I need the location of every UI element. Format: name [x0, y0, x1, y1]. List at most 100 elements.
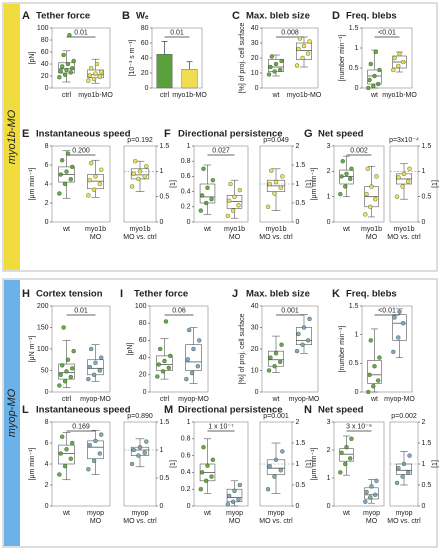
y-tick-label: 10 [251, 367, 259, 374]
x-tick-label: myo1b-MO [287, 92, 322, 99]
data-point [367, 372, 372, 377]
data-point [210, 177, 216, 183]
data-point [363, 212, 368, 217]
y-tick-label: 0 [327, 219, 331, 226]
y-tick-label: 1 [160, 447, 164, 454]
data-point [269, 54, 275, 59]
panel-letter: M [164, 404, 173, 416]
y-tick-label: 1 [422, 461, 426, 468]
data-point [160, 369, 166, 374]
x-tick-label: myop MO [226, 510, 243, 525]
y-tick-label: 1 [355, 332, 359, 339]
data-point [58, 451, 63, 456]
data-point [367, 77, 372, 83]
data-point [137, 445, 143, 450]
y-tick-label: 20 [251, 55, 259, 62]
data-point [129, 461, 135, 467]
panel-letter: E [22, 128, 29, 140]
data-point [203, 478, 209, 483]
y-tick-label: 0 [255, 389, 259, 396]
data-point [391, 349, 396, 355]
y-axis-label: [1] [306, 460, 313, 468]
panel-title: Tether force [36, 11, 90, 22]
data-point [301, 43, 307, 49]
y-tick-label: 4 [45, 181, 49, 188]
data-point [400, 184, 405, 189]
y-tick-label: 0.6 [181, 173, 191, 180]
y-tick-label: 1 [296, 181, 300, 188]
data-point [209, 196, 214, 202]
data-point [348, 456, 353, 461]
data-point [266, 368, 272, 373]
data-point [368, 204, 373, 210]
y-tick-label: 0.5 [160, 475, 170, 482]
x-tick-label: myo1b MO vs. ctrl [123, 226, 157, 241]
x-tick-label: ctrl [62, 396, 72, 403]
data-point [91, 372, 97, 377]
bar [156, 54, 173, 89]
p-value: 0.01 [74, 307, 88, 314]
data-point [372, 364, 377, 369]
x-tick-label: wt [203, 226, 211, 233]
y-tick-label: 40 [251, 303, 259, 310]
data-point [168, 353, 173, 359]
panel-title: Wₑ [136, 11, 149, 22]
y-tick-label: 0 [355, 85, 359, 92]
data-point [86, 467, 91, 472]
data-point [374, 478, 379, 483]
data-point [93, 174, 98, 179]
y-tick-label: 0 [187, 219, 191, 226]
panel-title: Net speed [318, 129, 364, 140]
data-point [70, 164, 75, 170]
x-tick-label: wt [203, 510, 211, 517]
y-tick-label: 0 [422, 503, 426, 510]
data-point [191, 346, 196, 352]
x-tick-label: myo1b MO vs. ctrl [387, 226, 421, 241]
p-value: p=0.049 [263, 137, 289, 144]
plot-frame [123, 421, 157, 507]
panel-letter: K [332, 288, 340, 300]
x-tick-label: myop MO [87, 510, 104, 525]
data-point [97, 451, 103, 456]
y-tick-label: 8 [45, 419, 49, 426]
panel-letter: B [122, 10, 130, 22]
data-point [405, 470, 411, 475]
p-value: p=3x10⁻⁴ [389, 137, 419, 144]
data-point [201, 166, 206, 172]
data-point [225, 502, 231, 507]
y-tick-label: 40 [41, 61, 49, 68]
data-point [199, 193, 205, 198]
data-point [391, 67, 396, 73]
y-tick-label: 0 [45, 503, 49, 510]
panel-letter: A [22, 10, 30, 22]
box [367, 69, 382, 85]
y-tick-label: 40 [139, 354, 147, 361]
panel-title: Cortex tension [36, 289, 103, 300]
p-value: 1 x 10⁻⁷ [208, 423, 234, 430]
y-tick-label: 20 [251, 346, 259, 353]
data-point [61, 325, 66, 330]
data-point [59, 363, 65, 368]
data-point [57, 383, 62, 388]
y-tick-label: 0 [160, 219, 164, 226]
p-value: p=0.002 [391, 413, 417, 420]
y-tick-label: 1.5 [349, 303, 359, 310]
data-point [64, 369, 69, 374]
data-point [232, 488, 237, 494]
data-point [136, 176, 141, 182]
data-point [407, 453, 412, 458]
data-point [365, 166, 370, 172]
y-tick-label: 20 [141, 70, 149, 77]
data-point [300, 55, 305, 61]
data-point [400, 474, 405, 479]
data-point [197, 338, 202, 343]
data-point [70, 65, 75, 71]
data-point [201, 445, 206, 450]
data-point [236, 203, 241, 208]
y-tick-label: 40 [251, 25, 259, 32]
panel-letter: I [120, 288, 123, 300]
y-axis-label: [10⁻³ s m⁻¹] [129, 39, 136, 76]
plot-frame [51, 27, 111, 89]
data-point [396, 63, 401, 69]
panel-title: Freq. blebs [346, 11, 397, 22]
